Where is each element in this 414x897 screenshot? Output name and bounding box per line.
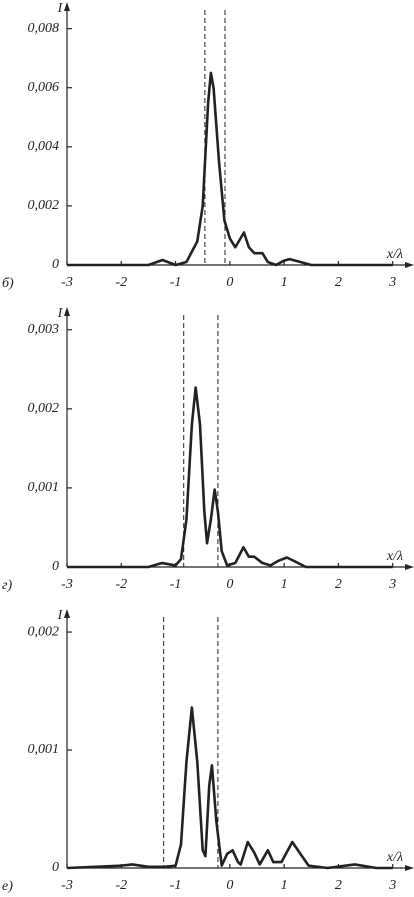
intensity-curve <box>66 706 393 870</box>
y-axis-arrow <box>64 609 70 618</box>
y-tick-label: 0,002 <box>28 624 60 639</box>
y-axis-arrow <box>64 307 70 316</box>
x-tick-label: -3 <box>61 275 73 290</box>
x-tick-label: 0 <box>226 275 233 290</box>
x-tick-label: 1 <box>281 275 288 290</box>
y-axis-label: I <box>57 1 64 16</box>
x-tick-label: 3 <box>388 878 396 893</box>
y-axis-arrow <box>64 2 70 11</box>
x-tick-label: 2 <box>335 275 342 290</box>
x-tick-label: 3 <box>388 275 396 290</box>
x-axis-label: x/λ <box>386 850 403 865</box>
y-tick-label: 0 <box>52 860 59 875</box>
x-tick-label: -2 <box>115 275 127 290</box>
x-tick-label: 2 <box>335 577 342 592</box>
y-tick-label: 0 <box>52 559 59 574</box>
intensity-curve <box>67 71 393 267</box>
x-axis-arrow <box>405 865 414 871</box>
y-tick-label: 0,002 <box>28 401 60 416</box>
y-tick-label: 0,006 <box>28 80 60 95</box>
x-axis-arrow <box>405 564 414 570</box>
x-axis-label: x/λ <box>386 549 403 564</box>
x-tick-label: -3 <box>61 577 73 592</box>
x-tick-label: -1 <box>170 577 182 592</box>
x-axis-arrow <box>405 262 414 268</box>
x-tick-label: 1 <box>281 878 288 893</box>
y-axis-label: I <box>57 608 64 623</box>
x-tick-label: 0 <box>226 878 233 893</box>
y-tick-label: 0 <box>52 257 59 272</box>
x-tick-label: 3 <box>388 577 396 592</box>
panel-label: б) <box>2 276 14 291</box>
y-tick-label: 0,002 <box>28 198 60 213</box>
x-tick-label: -2 <box>115 878 127 893</box>
x-tick-label: 2 <box>335 878 342 893</box>
y-axis-label: I <box>57 306 64 321</box>
y-tick-label: 0,004 <box>28 139 60 154</box>
x-tick-label: -3 <box>61 878 73 893</box>
y-tick-label: 0,001 <box>28 742 60 757</box>
x-tick-label: -1 <box>170 878 182 893</box>
panel-label: е) <box>2 879 13 894</box>
y-tick-label: 0,003 <box>28 322 60 337</box>
y-tick-label: 0,008 <box>28 21 60 36</box>
intensity-curve <box>67 386 393 569</box>
panel-label: г) <box>2 578 12 593</box>
x-tick-label: 0 <box>226 577 233 592</box>
y-tick-label: 0,001 <box>28 480 60 495</box>
x-tick-label: -1 <box>170 275 182 290</box>
x-tick-label: -2 <box>115 577 127 592</box>
x-axis-label: x/λ <box>386 247 403 262</box>
x-tick-label: 1 <box>281 577 288 592</box>
